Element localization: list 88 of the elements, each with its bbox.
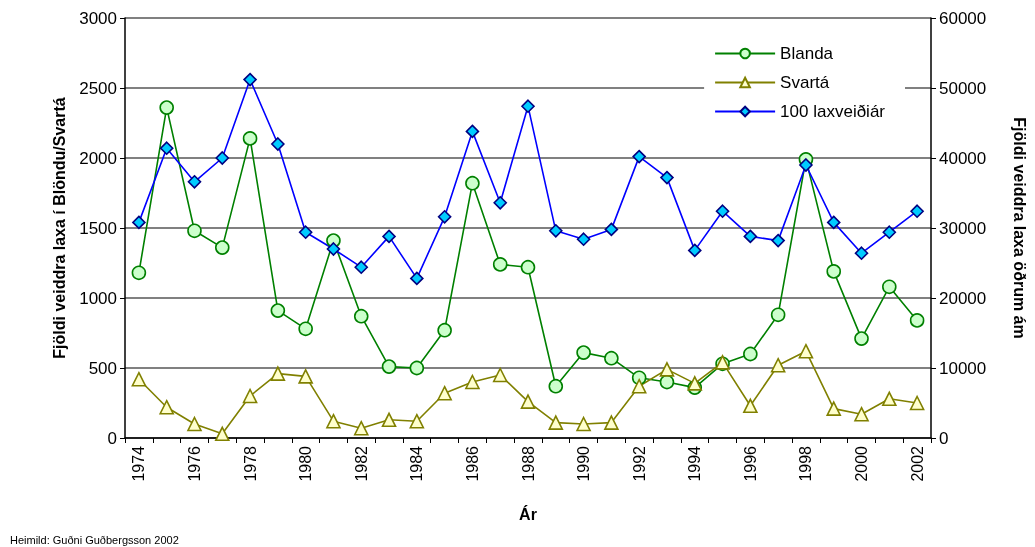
point (214, 240, 230, 255)
y-tick-label: 2500 (79, 78, 117, 98)
point (242, 388, 258, 404)
point (131, 371, 147, 387)
point (270, 303, 286, 318)
x-tick-label: 1996 (741, 445, 759, 482)
x-tick-label: 1978 (241, 445, 259, 482)
y2-tick-label: 20000 (939, 288, 987, 308)
point (548, 415, 564, 430)
y2-tick-label: 60000 (939, 8, 987, 28)
point (659, 374, 675, 390)
point (242, 131, 258, 146)
y-tick-label: 0 (107, 428, 117, 448)
y2-tick-label: 10000 (939, 358, 987, 378)
point (187, 223, 202, 239)
point (492, 257, 508, 272)
point (631, 378, 647, 394)
point (798, 343, 814, 359)
x-tick-label: 1986 (463, 445, 481, 482)
point (909, 395, 925, 411)
point (854, 331, 869, 346)
y-tick-label: 2000 (79, 148, 117, 168)
point (270, 366, 286, 381)
point (187, 416, 202, 432)
point (854, 406, 869, 422)
point (826, 401, 842, 416)
x-tick-label: 1992 (630, 445, 648, 482)
point (520, 259, 536, 275)
point (659, 362, 675, 377)
text: Heimild: Guðni Guðbergsson 2002 (10, 533, 179, 546)
point (604, 415, 619, 430)
x-tick-label: 2002 (908, 445, 926, 482)
point (409, 413, 425, 429)
point (548, 378, 564, 394)
point (604, 350, 619, 366)
x-axis-title: Ár (519, 504, 537, 523)
point (882, 279, 897, 295)
y-tick-label: 1000 (79, 288, 117, 308)
point (465, 374, 480, 390)
point (465, 175, 480, 191)
y2-tick-label: 0 (939, 428, 949, 448)
point (326, 413, 341, 429)
y-tick-label: 3000 (79, 8, 117, 28)
legend-label: Blanda (780, 44, 834, 63)
x-tick-label: 1990 (575, 445, 593, 482)
point (743, 398, 758, 414)
x-tick-label: 1974 (130, 445, 148, 482)
y-tick-label: 1500 (79, 218, 117, 238)
point (743, 346, 758, 362)
y2-tick-label: 30000 (939, 218, 987, 238)
x-tick-label: 2000 (853, 445, 871, 482)
legend-label: 100 laxveiðiár (780, 102, 886, 121)
point (159, 399, 174, 415)
point (909, 313, 925, 328)
point (298, 369, 313, 384)
x-tick-label: 1994 (686, 445, 704, 482)
point (492, 367, 508, 383)
point (826, 264, 842, 279)
point (520, 394, 536, 409)
y-tick-label: 500 (88, 358, 117, 378)
point (437, 322, 452, 338)
y-axis-title: Fjöldi veiddra laxa í Blöndu/Svartá (50, 97, 68, 359)
x-tick-label: 1984 (408, 445, 426, 482)
x-tick-label: 1976 (185, 445, 203, 482)
point (353, 420, 369, 436)
y2-axis-title: Fjöldi veiddra laxa öðrum ám (1010, 117, 1028, 339)
point (353, 308, 369, 324)
y2-tick-label: 50000 (939, 78, 987, 98)
point (687, 376, 703, 391)
point (381, 359, 397, 374)
point (770, 307, 786, 323)
point (437, 385, 452, 401)
point (882, 391, 897, 407)
point (770, 357, 786, 373)
point (298, 321, 313, 337)
x-tick-label: 1980 (297, 445, 315, 482)
x-tick-label: 1988 (519, 445, 537, 482)
y2-tick-label: 40000 (939, 148, 987, 168)
point (409, 360, 425, 376)
point (214, 426, 230, 442)
x-tick-label: 1982 (352, 445, 370, 482)
point (131, 265, 147, 281)
point (381, 412, 397, 428)
point (159, 100, 174, 115)
point (576, 345, 591, 360)
legend-label: Svartá (780, 73, 830, 92)
point (576, 416, 591, 432)
x-tick-label: 1998 (797, 445, 815, 482)
